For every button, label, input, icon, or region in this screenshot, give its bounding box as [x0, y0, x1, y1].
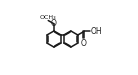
Text: OCH₃: OCH₃: [40, 15, 57, 20]
Text: O: O: [51, 19, 57, 28]
Text: OH: OH: [90, 27, 102, 36]
Text: O: O: [81, 39, 87, 48]
